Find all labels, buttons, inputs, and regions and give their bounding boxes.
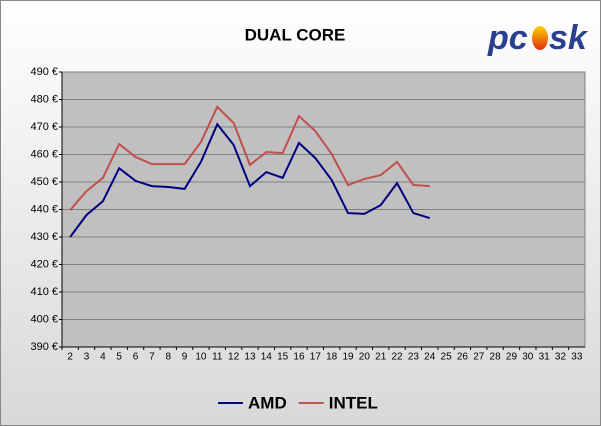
logo-left: pc (487, 19, 528, 57)
x-tick-label: 20 (359, 352, 371, 363)
x-tick-label: 24 (424, 352, 436, 363)
x-tick-label: 25 (441, 352, 453, 363)
x-tick-label: 22 (391, 352, 403, 363)
x-tick-label: 8 (165, 352, 171, 363)
x-tick-label: 32 (555, 352, 567, 363)
x-tick-label: 19 (342, 352, 354, 363)
legend-label: AMD (248, 393, 287, 412)
x-tick-label: 29 (506, 352, 518, 363)
x-tick-label: 13 (244, 352, 256, 363)
x-tick-label: 5 (116, 352, 122, 363)
x-tick-label: 31 (539, 352, 551, 363)
logo-flame (532, 26, 548, 50)
x-tick-label: 17 (310, 352, 322, 363)
x-tick-label: 10 (195, 352, 207, 363)
legend: AMD INTEL (218, 393, 378, 412)
x-tick-label: 15 (277, 352, 289, 363)
x-tick-label: 28 (490, 352, 502, 363)
legend-label: INTEL (329, 393, 378, 412)
x-tick-label: 21 (375, 352, 387, 363)
y-tick-label: 490 € (30, 66, 58, 78)
y-tick-label: 400 € (30, 313, 58, 325)
y-tick-label: 470 € (30, 121, 58, 133)
series-line (69, 122, 431, 238)
x-tick-label: 18 (326, 352, 338, 363)
y-tick-label: 480 € (30, 93, 58, 105)
y-tick-label: 440 € (30, 203, 58, 215)
x-tick-label: 16 (293, 352, 305, 363)
y-tick-label: 450 € (30, 176, 58, 188)
x-tick-label: 3 (84, 352, 90, 363)
chart-title: DUAL CORE (245, 25, 346, 44)
x-tick-label: 23 (408, 352, 420, 363)
logo: pc sk (487, 19, 589, 57)
x-tick-label: 11 (212, 352, 223, 363)
x-tick-label: 7 (149, 352, 155, 363)
x-tick-label: 33 (571, 352, 583, 363)
y-tick-label: 430 € (30, 231, 58, 243)
x-tick-label: 2 (67, 352, 73, 363)
x-tick-label: 6 (133, 352, 139, 363)
logo-right: sk (549, 19, 589, 57)
x-tick-label: 27 (473, 352, 485, 363)
x-tick-label: 14 (261, 352, 273, 363)
x-tick-label: 30 (522, 352, 534, 363)
y-tick-label: 390 € (30, 341, 58, 353)
x-tick-label: 26 (457, 352, 469, 363)
y-tick-label: 410 € (30, 286, 58, 298)
y-tick-label: 460 € (30, 148, 58, 160)
y-tick-label: 420 € (30, 258, 58, 270)
x-tick-label: 12 (228, 352, 240, 363)
series-line (69, 105, 430, 211)
x-tick-label: 4 (100, 352, 106, 363)
x-tick-label: 9 (182, 352, 188, 363)
